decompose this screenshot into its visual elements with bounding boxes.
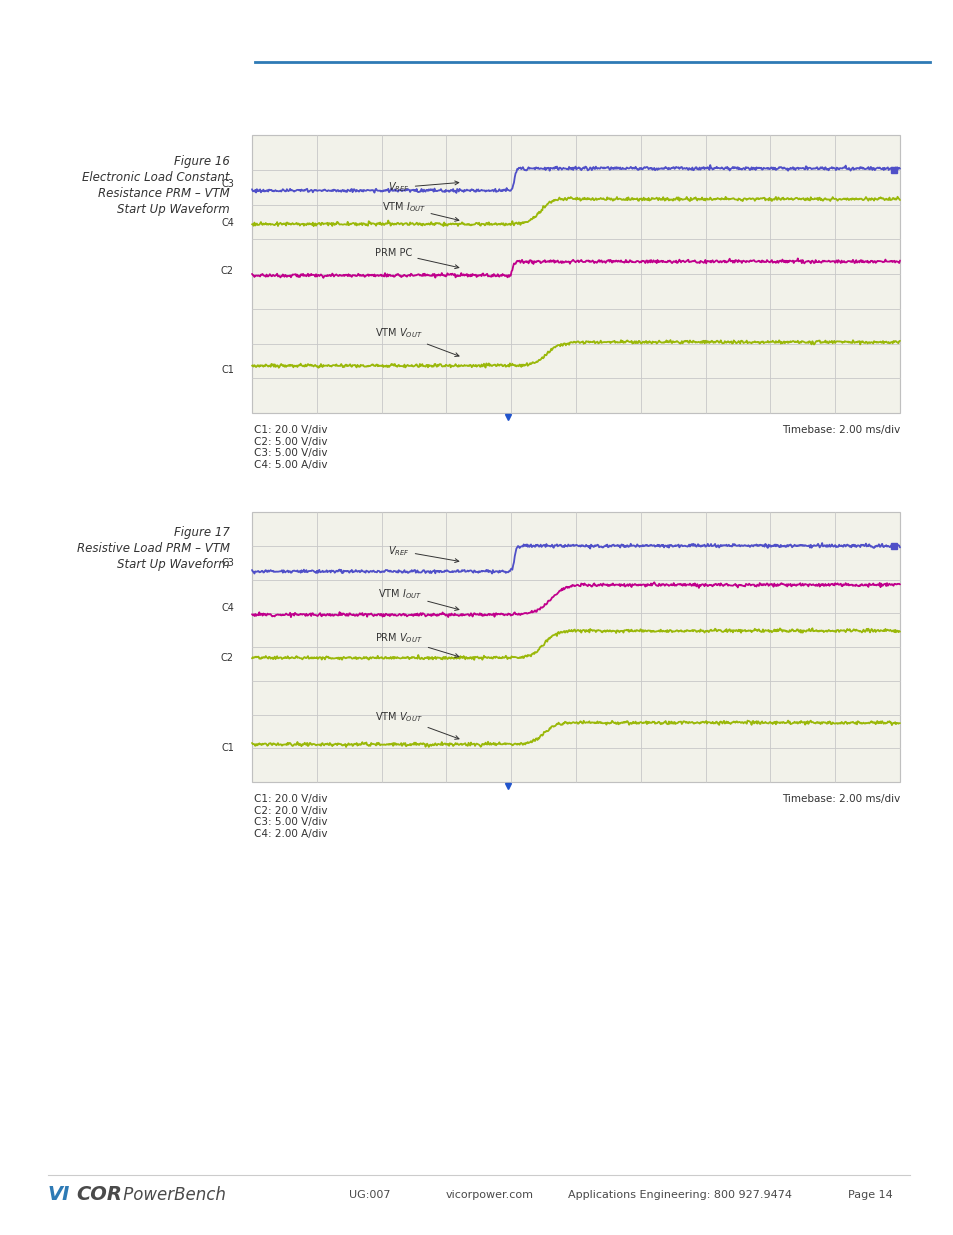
Text: C3: C3 (221, 179, 233, 189)
Text: Start Up Waveform: Start Up Waveform (117, 558, 230, 571)
Text: VI: VI (48, 1186, 71, 1204)
Text: $V_{REF}$: $V_{REF}$ (388, 543, 458, 562)
Text: C4: C4 (221, 603, 233, 613)
Text: PRM $V_{OUT}$: PRM $V_{OUT}$ (375, 631, 458, 657)
Text: VTM $I_{OUT}$: VTM $I_{OUT}$ (378, 587, 458, 610)
Text: Timebase: 2.00 ms/div: Timebase: 2.00 ms/div (781, 794, 899, 804)
Text: C2: C2 (221, 653, 233, 663)
Text: UG:007: UG:007 (349, 1191, 391, 1200)
Text: C3: C3 (221, 558, 233, 568)
Text: Timebase: 2.00 ms/div: Timebase: 2.00 ms/div (781, 425, 899, 435)
Text: C1: 20.0 V/div
C2: 5.00 V/div
C3: 5.00 V/div
C4: 5.00 A/div: C1: 20.0 V/div C2: 5.00 V/div C3: 5.00 V… (253, 425, 327, 469)
Text: Electronic Load Constant: Electronic Load Constant (82, 170, 230, 184)
Text: C1: C1 (221, 364, 233, 375)
Text: vicorpower.com: vicorpower.com (446, 1191, 534, 1200)
Text: Figure 17: Figure 17 (174, 526, 230, 538)
Bar (252, 135, 899, 412)
Text: Resistance PRM – VTM: Resistance PRM – VTM (98, 186, 230, 200)
Text: Figure 16: Figure 16 (174, 156, 230, 168)
Text: VTM $V_{OUT}$: VTM $V_{OUT}$ (375, 326, 458, 357)
Text: $V_{REF}$: $V_{REF}$ (388, 180, 458, 194)
Text: VTM $I_{OUT}$: VTM $I_{OUT}$ (381, 200, 458, 221)
Text: PowerBench: PowerBench (118, 1186, 226, 1204)
Text: Resistive Load PRM – VTM: Resistive Load PRM – VTM (77, 542, 230, 555)
Text: VTM $V_{OUT}$: VTM $V_{OUT}$ (375, 710, 458, 740)
Text: C1: C1 (221, 743, 233, 753)
Text: C2: C2 (221, 267, 233, 277)
Text: Applications Engineering: 800 927.9474: Applications Engineering: 800 927.9474 (567, 1191, 791, 1200)
Text: C4: C4 (221, 217, 233, 227)
Text: Start Up Waveform: Start Up Waveform (117, 203, 230, 216)
Text: PRM PC: PRM PC (375, 248, 458, 269)
Bar (252, 513, 899, 782)
Text: C1: 20.0 V/div
C2: 20.0 V/div
C3: 5.00 V/div
C4: 2.00 A/div: C1: 20.0 V/div C2: 20.0 V/div C3: 5.00 V… (253, 794, 327, 839)
Text: Page 14: Page 14 (846, 1191, 891, 1200)
Text: COR: COR (76, 1186, 122, 1204)
